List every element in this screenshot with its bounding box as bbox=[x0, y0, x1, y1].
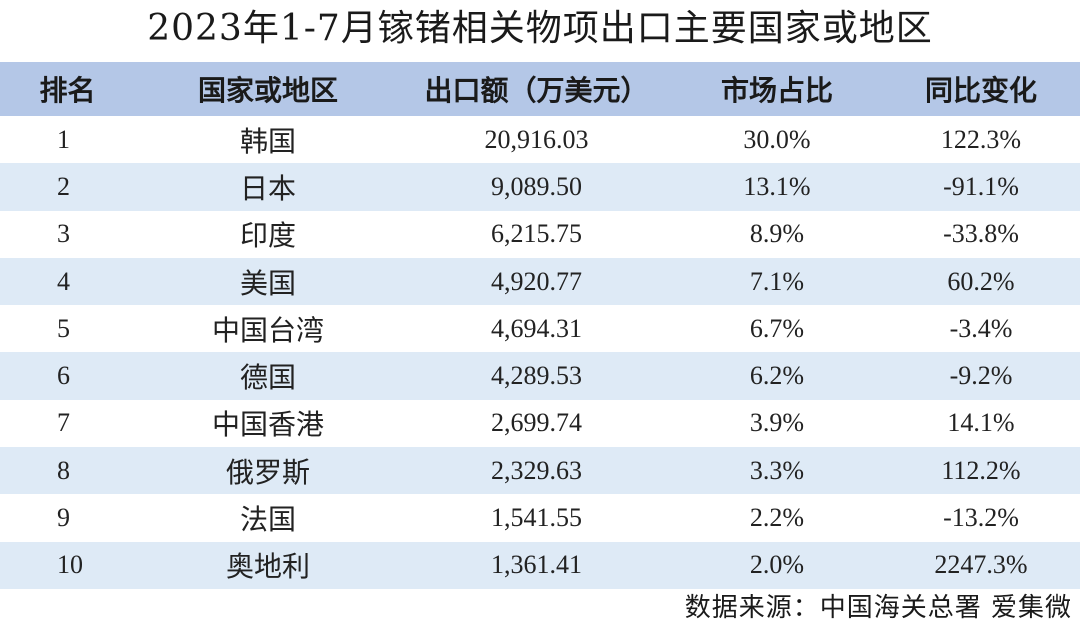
data-source-note: 数据来源：中国海关总署 爱集微 bbox=[684, 593, 1072, 623]
table-row: 3 印度 6,215.75 8.9% -33.8% bbox=[0, 211, 1080, 258]
table-row: 4 美国 4,920.77 7.1% 60.2% bbox=[0, 257, 1080, 306]
share-cell: 30.0% bbox=[743, 124, 811, 154]
yoy-cell: -3.4% bbox=[949, 313, 1013, 343]
yoy-cell: -91.1% bbox=[882, 163, 1080, 211]
table-title: 2023年1-7月镓锗相关物项出口主要国家或地区 bbox=[147, 8, 933, 49]
country-cell: 中国台湾 bbox=[211, 313, 324, 347]
share-cell: 7.1% bbox=[672, 257, 882, 306]
rank-cell: 5 bbox=[57, 313, 70, 343]
country-cell: 日本 bbox=[135, 163, 401, 211]
table-row: 10 奥地利 1,361.41 2.0% 2247.3% bbox=[0, 541, 1080, 589]
yoy-cell: -9.2% bbox=[882, 352, 1080, 400]
rank-cell: 9 bbox=[57, 503, 70, 533]
rank-cell: 7 bbox=[57, 408, 70, 438]
header-share: 市场占比 bbox=[672, 62, 882, 116]
yoy-cell: -13.2% bbox=[943, 503, 1019, 533]
table-row: 6 德国 4,289.53 6.2% -9.2% bbox=[0, 352, 1080, 400]
yoy-cell: 2247.3% bbox=[882, 541, 1080, 589]
export-cell: 1,361.41 bbox=[401, 541, 672, 589]
header-country: 国家或地区 bbox=[135, 62, 401, 116]
export-cell: 9,089.50 bbox=[401, 163, 672, 211]
yoy-cell: 60.2% bbox=[882, 257, 1080, 306]
country-cell: 美国 bbox=[135, 257, 401, 306]
export-cell: 6,215.75 bbox=[491, 219, 582, 249]
share-cell: 3.9% bbox=[749, 408, 805, 438]
export-cell: 4,920.77 bbox=[401, 257, 672, 306]
share-cell: 8.9% bbox=[749, 219, 805, 249]
export-cell: 20,916.03 bbox=[484, 124, 589, 154]
table-row: 9 法国 1,541.55 2.2% -13.2% bbox=[0, 494, 1080, 541]
share-cell: 2.0% bbox=[672, 541, 882, 589]
export-cell: 1,541.55 bbox=[491, 503, 582, 533]
share-cell: 2.2% bbox=[749, 503, 805, 533]
export-cell: 4,694.31 bbox=[491, 313, 582, 343]
country-cell: 德国 bbox=[135, 352, 401, 400]
export-cell: 2,699.74 bbox=[491, 408, 582, 438]
yoy-cell: 122.3% bbox=[940, 124, 1022, 154]
rank-cell: 2 bbox=[0, 163, 135, 211]
table-row: 2 日本 9,089.50 13.1% -91.1% bbox=[0, 163, 1080, 211]
country-cell: 奥地利 bbox=[135, 541, 401, 589]
rank-cell: 6 bbox=[0, 352, 135, 400]
rank-cell: 1 bbox=[57, 124, 70, 154]
country-cell: 韩国 bbox=[239, 124, 296, 158]
yoy-cell: 112.2% bbox=[882, 447, 1080, 495]
country-cell: 俄罗斯 bbox=[135, 447, 401, 495]
share-cell: 6.7% bbox=[749, 313, 805, 343]
rank-cell: 4 bbox=[0, 257, 135, 306]
header-export: 出口额（万美元） bbox=[401, 62, 672, 116]
rank-cell: 3 bbox=[57, 219, 70, 249]
yoy-cell: -33.8% bbox=[943, 219, 1019, 249]
header-rank: 排名 bbox=[0, 62, 135, 116]
share-cell: 13.1% bbox=[672, 163, 882, 211]
table-row: 7 中国香港 2,699.74 3.9% 14.1% bbox=[0, 400, 1080, 447]
country-cell: 印度 bbox=[239, 219, 296, 253]
yoy-cell: 14.1% bbox=[947, 408, 1015, 438]
export-cell: 4,289.53 bbox=[401, 352, 672, 400]
table-row: 1 韩国 20,916.03 30.0% 122.3% bbox=[0, 116, 1080, 163]
header-yoy: 同比变化 bbox=[882, 62, 1080, 116]
rank-cell: 10 bbox=[0, 541, 135, 589]
share-cell: 3.3% bbox=[672, 447, 882, 495]
country-cell: 法国 bbox=[239, 503, 296, 537]
export-table: 排名 国家或地区 出口额（万美元） 市场占比 同比变化 1 韩国 20,916.… bbox=[0, 62, 1080, 589]
share-cell: 6.2% bbox=[672, 352, 882, 400]
header-row: 排名 国家或地区 出口额（万美元） 市场占比 同比变化 bbox=[0, 62, 1080, 116]
export-cell: 2,329.63 bbox=[401, 447, 672, 495]
rank-cell: 8 bbox=[0, 447, 135, 495]
country-cell: 中国香港 bbox=[211, 408, 324, 442]
table-row: 8 俄罗斯 2,329.63 3.3% 112.2% bbox=[0, 447, 1080, 495]
table-row: 5 中国台湾 4,694.31 6.7% -3.4% bbox=[0, 305, 1080, 352]
